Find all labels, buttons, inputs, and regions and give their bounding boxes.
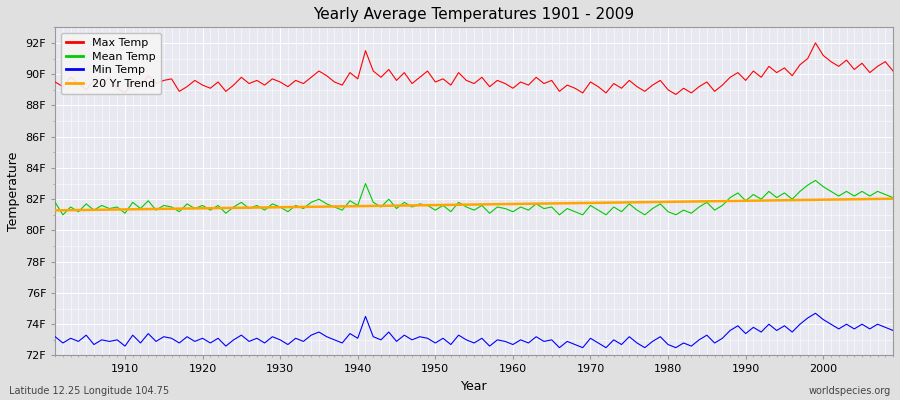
X-axis label: Year: Year	[461, 380, 488, 393]
Legend: Max Temp, Mean Temp, Min Temp, 20 Yr Trend: Max Temp, Mean Temp, Min Temp, 20 Yr Tre…	[60, 33, 161, 94]
Text: worldspecies.org: worldspecies.org	[809, 386, 891, 396]
Y-axis label: Temperature: Temperature	[7, 152, 20, 231]
Title: Yearly Average Temperatures 1901 - 2009: Yearly Average Temperatures 1901 - 2009	[313, 7, 634, 22]
Text: Latitude 12.25 Longitude 104.75: Latitude 12.25 Longitude 104.75	[9, 386, 169, 396]
